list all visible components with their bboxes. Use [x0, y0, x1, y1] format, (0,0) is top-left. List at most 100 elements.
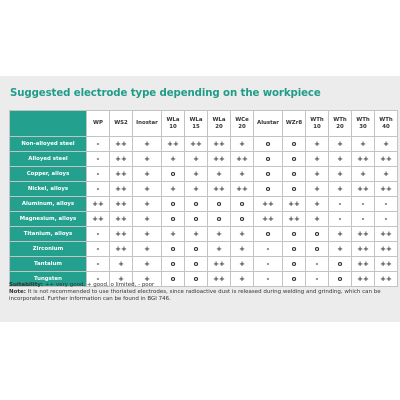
- table-cell: +: [305, 166, 329, 182]
- table-cell: o: [305, 226, 329, 242]
- table-cell: ++: [351, 151, 375, 167]
- table-corner: [9, 110, 87, 137]
- table-cell: ++: [207, 151, 231, 167]
- table-row: Tungsten - + + o o ++ + - o - o ++ ++: [9, 271, 398, 287]
- row-label: Zirconium: [9, 241, 87, 257]
- table-cell: ++: [351, 271, 375, 287]
- suitability-line: Suitability: ++ very good, + good, o lim…: [9, 282, 394, 289]
- table-cell: +: [109, 271, 133, 287]
- table-cell: ++: [374, 151, 398, 167]
- table-cell: ++: [351, 256, 375, 272]
- column-header: WTh 10: [305, 110, 329, 137]
- table-cell: +: [374, 136, 398, 152]
- electrode-table: WP WS2 Inostar WLa 10 WLa 15 WLa 20 WCe 20 Alustar W…: [9, 110, 398, 287]
- table-cell: -: [328, 196, 352, 212]
- table-cell: -: [86, 136, 110, 152]
- table-cell: ++: [253, 196, 283, 212]
- table-cell: +: [230, 226, 254, 242]
- column-header: WTh 20: [328, 110, 352, 137]
- table-cell: -: [86, 226, 110, 242]
- table-cell: o: [184, 211, 208, 227]
- table-cell: o: [184, 196, 208, 212]
- header-row: WP WS2 Inostar WLa 10 WLa 15 WLa 20 WCe 20 Alustar W…: [9, 110, 398, 137]
- column-header: Inostar: [132, 110, 162, 137]
- table-cell: o: [282, 271, 306, 287]
- table-cell: ++: [253, 211, 283, 227]
- table-cell: o: [161, 196, 185, 212]
- table-cell: ++: [374, 271, 398, 287]
- table-cell: o: [282, 151, 306, 167]
- note-text: It is not recommended to use thoriated e…: [9, 289, 381, 303]
- row-label: Titanium, alloys: [9, 226, 87, 242]
- table-cell: +: [161, 151, 185, 167]
- table-cell: ++: [207, 271, 231, 287]
- table-cell: ++: [207, 256, 231, 272]
- table-cell: +: [230, 256, 254, 272]
- column-header: WP: [86, 110, 110, 137]
- table-cell: +: [328, 226, 352, 242]
- table-cell: o: [230, 196, 254, 212]
- table-cell: +: [184, 226, 208, 242]
- table-cell: +: [207, 226, 231, 242]
- table-cell: +: [328, 151, 352, 167]
- footer-notes: Suitability: ++ very good, + good, o lim…: [9, 282, 394, 304]
- table-cell: o: [230, 211, 254, 227]
- column-header: WTh 30: [351, 110, 375, 137]
- table-row: Tantalum - + + o o ++ + - o - o ++ ++: [9, 256, 398, 272]
- column-header: WS2: [109, 110, 133, 137]
- table-cell: +: [230, 271, 254, 287]
- suitability-text: ++ very good, + good, o limited, - poor: [43, 282, 155, 288]
- row-label: Copper, alloys: [9, 166, 87, 182]
- table-cell: ++: [109, 226, 133, 242]
- table-cell: +: [132, 256, 162, 272]
- table-cell: ++: [230, 151, 254, 167]
- table-cell: ++: [109, 211, 133, 227]
- table-cell: +: [305, 196, 329, 212]
- table-cell: o: [207, 211, 231, 227]
- table-cell: -: [86, 166, 110, 182]
- table-cell: -: [86, 241, 110, 257]
- table-cell: -: [86, 181, 110, 197]
- table-cell: -: [253, 241, 283, 257]
- table-cell: +: [132, 211, 162, 227]
- table-cell: +: [328, 136, 352, 152]
- table-cell: ++: [351, 181, 375, 197]
- table-cell: o: [253, 151, 283, 167]
- table-cell: +: [161, 181, 185, 197]
- table-cell: ++: [351, 241, 375, 257]
- table-cell: ++: [109, 151, 133, 167]
- column-header: WLa 15: [184, 110, 208, 137]
- column-header: WLa 10: [161, 110, 185, 137]
- table-cell: ++: [109, 241, 133, 257]
- table-row: Alloyed steel - ++ + + + ++ ++ o o + + ++ ++: [9, 151, 398, 167]
- table-cell: o: [253, 226, 283, 242]
- row-label: Nickel, alloys: [9, 181, 87, 197]
- table-cell: -: [305, 271, 329, 287]
- note-label: Note:: [9, 289, 26, 296]
- row-label: Aluminum, alloys: [9, 196, 87, 212]
- table-cell: +: [230, 166, 254, 182]
- table-cell: +: [328, 166, 352, 182]
- table-cell: ++: [86, 196, 110, 212]
- table-row: Non-alloyed steel - ++ + ++ ++ ++ + o o + + + +: [9, 136, 398, 152]
- table-cell: ++: [109, 196, 133, 212]
- table-cell: o: [161, 211, 185, 227]
- table-row: Magnesium, alloys ++ ++ + o o o o ++ ++ + - - -: [9, 211, 398, 227]
- column-header: WZr8: [282, 110, 306, 137]
- column-header: Alustar: [253, 110, 283, 137]
- table-row: Zirconium - ++ + o o + + - o o + ++ ++: [9, 241, 398, 257]
- table-cell: ++: [230, 181, 254, 197]
- table-cell: ++: [374, 181, 398, 197]
- row-label: Non-alloyed steel: [9, 136, 87, 152]
- table-row: Nickel, alloys - ++ + + + ++ ++ o o + + ++ ++: [9, 181, 398, 197]
- table-cell: +: [207, 241, 231, 257]
- page-title: Suggested electrode type depending on th…: [10, 88, 321, 99]
- table-cell: o: [282, 241, 306, 257]
- table-cell: ++: [109, 166, 133, 182]
- table-cell: -: [86, 151, 110, 167]
- table-cell: ++: [184, 136, 208, 152]
- row-label: Alloyed steel: [9, 151, 87, 167]
- table-cell: ++: [374, 256, 398, 272]
- table-cell: -: [253, 271, 283, 287]
- table-cell: ++: [109, 181, 133, 197]
